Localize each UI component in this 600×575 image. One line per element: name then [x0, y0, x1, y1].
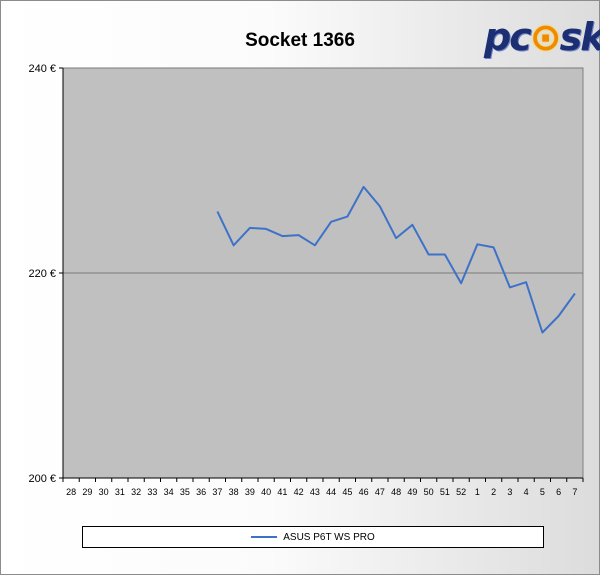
x-tick-label: 49 [407, 487, 417, 497]
x-tick-label: 38 [229, 487, 239, 497]
series-line [216, 185, 576, 334]
x-tick-label: 7 [572, 487, 577, 497]
legend-label: ASUS P6T WS PRO [283, 531, 375, 543]
x-tick-label: 39 [245, 487, 255, 497]
x-tick-label: 2 [491, 487, 496, 497]
x-tick-label: 43 [310, 487, 320, 497]
x-tick-label: 41 [277, 487, 287, 497]
legend-swatch [251, 536, 278, 538]
x-tick-label: 44 [326, 487, 336, 497]
chart-svg: 200 €220 €240 €28 29 30 31 32 33 34 35 36 37 38 39 4… [28, 63, 584, 497]
y-tick-label: 200 € [28, 473, 56, 485]
legend: ASUS P6T WS PRO [82, 526, 544, 548]
x-tick-label: 29 [82, 487, 92, 497]
x-tick-label: 42 [294, 487, 304, 497]
x-tick-label: 4 [524, 487, 529, 497]
x-tick-label: 30 [99, 487, 109, 497]
x-tick-label: 50 [424, 487, 434, 497]
x-tick-label: 3 [507, 487, 512, 497]
x-tick-label: 36 [196, 487, 206, 497]
x-tick-label: 52 [456, 487, 466, 497]
x-tick-label: 6 [556, 487, 561, 497]
x-tick-label: 1 [475, 487, 480, 497]
x-tick-label: 33 [147, 487, 157, 497]
x-tick-label: 35 [180, 487, 190, 497]
chart-title: Socket 1366 [245, 30, 355, 51]
x-tick-label: 46 [359, 487, 369, 497]
x-tick-label: 45 [342, 487, 352, 497]
plot-area: 200 €220 €240 €28 29 30 31 32 33 34 35 36 37 38 39 4… [28, 63, 584, 497]
y-tick-label: 240 € [28, 63, 56, 75]
x-tick-label: 28 [66, 487, 76, 497]
x-tick-label: 48 [391, 487, 401, 497]
x-tick-label: 37 [212, 487, 222, 497]
x-tick-label: 31 [115, 487, 125, 497]
x-tick-label: 51 [440, 487, 450, 497]
x-tick-label: 34 [164, 487, 174, 497]
x-tick-label: 32 [131, 487, 141, 497]
x-tick-label: 5 [540, 487, 545, 497]
x-tick-label: 40 [261, 487, 271, 497]
flame-icon: ⊙ [529, 15, 562, 59]
x-tick-label: 47 [375, 487, 385, 497]
pcosk-logo: pc⊙sk [484, 15, 600, 59]
y-tick-label: 220 € [28, 268, 56, 280]
